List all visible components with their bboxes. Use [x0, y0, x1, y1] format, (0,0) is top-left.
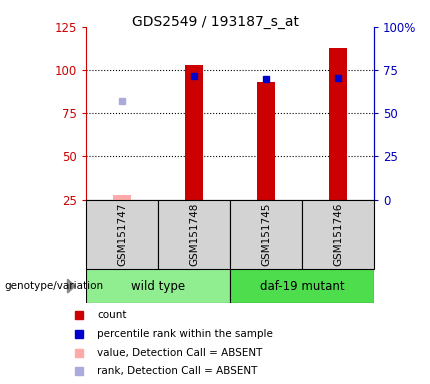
Text: GSM151745: GSM151745 — [261, 202, 271, 266]
Text: GSM151747: GSM151747 — [117, 202, 127, 266]
Text: percentile rank within the sample: percentile rank within the sample — [97, 329, 273, 339]
Bar — [329, 48, 347, 200]
Text: genotype/variation: genotype/variation — [4, 281, 104, 291]
Text: count: count — [97, 311, 127, 321]
Text: daf-19 mutant: daf-19 mutant — [260, 280, 344, 293]
Text: GDS2549 / 193187_s_at: GDS2549 / 193187_s_at — [132, 15, 298, 29]
Bar — [257, 82, 275, 200]
Bar — [185, 65, 203, 200]
Bar — [113, 195, 131, 200]
Bar — [302, 200, 374, 269]
Text: GSM151746: GSM151746 — [333, 202, 343, 266]
Bar — [230, 200, 302, 269]
Bar — [86, 269, 230, 303]
Bar — [158, 200, 230, 269]
Text: value, Detection Call = ABSENT: value, Detection Call = ABSENT — [97, 348, 263, 358]
Text: rank, Detection Call = ABSENT: rank, Detection Call = ABSENT — [97, 366, 258, 376]
Bar — [86, 200, 158, 269]
Text: GSM151748: GSM151748 — [189, 202, 199, 266]
Polygon shape — [68, 279, 75, 293]
Text: wild type: wild type — [131, 280, 185, 293]
Bar — [230, 269, 374, 303]
